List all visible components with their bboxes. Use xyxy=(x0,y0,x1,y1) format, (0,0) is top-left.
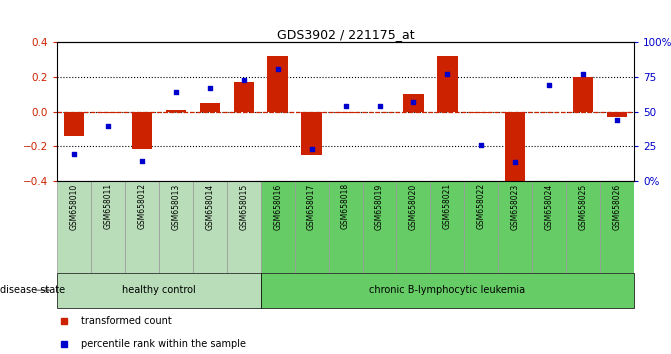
Bar xyxy=(499,181,532,273)
Bar xyxy=(437,56,458,112)
Text: GSM658023: GSM658023 xyxy=(511,183,520,229)
Bar xyxy=(336,112,356,113)
Bar xyxy=(573,77,593,112)
Bar xyxy=(268,56,288,112)
Point xyxy=(510,160,521,165)
Point xyxy=(374,103,385,109)
Bar xyxy=(91,181,125,273)
Text: GSM658018: GSM658018 xyxy=(341,183,350,229)
Point xyxy=(476,142,486,148)
Bar xyxy=(98,112,118,113)
Text: chronic B-lymphocytic leukemia: chronic B-lymphocytic leukemia xyxy=(369,285,525,295)
Text: GSM658024: GSM658024 xyxy=(545,183,554,229)
Point xyxy=(578,72,588,77)
Bar xyxy=(362,181,397,273)
Text: GSM658020: GSM658020 xyxy=(409,183,418,229)
Bar xyxy=(132,112,152,149)
Point xyxy=(408,99,419,105)
Bar xyxy=(234,82,254,112)
Bar xyxy=(64,112,84,136)
Bar xyxy=(329,181,362,273)
Bar xyxy=(430,181,464,273)
Point xyxy=(442,71,453,76)
Title: GDS3902 / 221175_at: GDS3902 / 221175_at xyxy=(276,28,415,41)
Bar xyxy=(57,273,261,308)
Text: GSM658026: GSM658026 xyxy=(613,183,621,229)
Point xyxy=(544,82,555,87)
Bar xyxy=(227,181,261,273)
Bar xyxy=(566,181,600,273)
Bar xyxy=(607,112,627,117)
Bar xyxy=(261,181,295,273)
Text: GSM658011: GSM658011 xyxy=(103,183,113,229)
Point xyxy=(68,151,79,156)
Bar xyxy=(532,181,566,273)
Point xyxy=(136,158,147,164)
Text: GSM658010: GSM658010 xyxy=(70,183,79,229)
Text: GSM658022: GSM658022 xyxy=(477,183,486,229)
Bar xyxy=(57,181,91,273)
Bar xyxy=(125,181,159,273)
Bar xyxy=(301,112,322,155)
Text: GSM658021: GSM658021 xyxy=(443,183,452,229)
Bar xyxy=(397,181,430,273)
Text: GSM658025: GSM658025 xyxy=(578,183,588,229)
Point xyxy=(306,146,317,152)
Text: GSM658017: GSM658017 xyxy=(307,183,316,229)
Text: GSM658012: GSM658012 xyxy=(138,183,146,229)
Text: percentile rank within the sample: percentile rank within the sample xyxy=(81,339,246,349)
Point xyxy=(238,77,249,82)
Bar xyxy=(166,110,186,112)
Bar xyxy=(295,181,329,273)
Text: transformed count: transformed count xyxy=(81,316,171,326)
Bar xyxy=(403,94,423,112)
Point xyxy=(205,85,215,91)
Point xyxy=(340,103,351,109)
Text: disease state: disease state xyxy=(0,285,65,295)
Text: GSM658013: GSM658013 xyxy=(171,183,180,229)
Bar xyxy=(471,112,492,113)
Bar xyxy=(193,181,227,273)
Point xyxy=(272,67,283,72)
Text: GSM658016: GSM658016 xyxy=(273,183,282,229)
Bar xyxy=(505,112,525,184)
Text: GSM658019: GSM658019 xyxy=(375,183,384,229)
Bar xyxy=(159,181,193,273)
Bar xyxy=(464,181,499,273)
Point xyxy=(612,117,623,123)
Point xyxy=(170,89,181,95)
Bar xyxy=(600,181,634,273)
Text: GSM658015: GSM658015 xyxy=(240,183,248,229)
Text: healthy control: healthy control xyxy=(122,285,196,295)
Text: GSM658014: GSM658014 xyxy=(205,183,214,229)
Bar xyxy=(199,103,220,112)
Point xyxy=(103,123,113,129)
Bar xyxy=(261,273,634,308)
